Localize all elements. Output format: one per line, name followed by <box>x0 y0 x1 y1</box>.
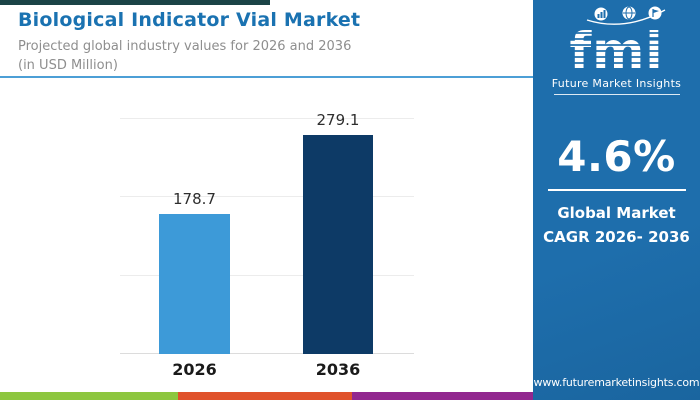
logo-tagline: Future Market Insights <box>551 76 682 90</box>
gridline-100 <box>120 274 414 276</box>
logo-underline <box>553 93 680 95</box>
globe-icon <box>622 6 636 20</box>
stripe-orange-segment <box>178 392 352 400</box>
header-divider <box>0 76 533 78</box>
footer-accent-stripe <box>0 392 533 400</box>
cagr-label-line-2: CAGR 2026- 2036 <box>543 228 690 246</box>
top-accent-bar <box>0 0 270 5</box>
cagr-divider <box>547 189 686 191</box>
logo-wordmark: fmi <box>533 26 700 75</box>
baseline-gridline <box>120 353 414 354</box>
page-subtitle: Projected global industry values for 202… <box>18 38 351 76</box>
logo-orbit-icons <box>586 6 666 25</box>
bar-2026 <box>159 214 230 354</box>
bar-2036 <box>303 135 373 354</box>
page-title: Biological Indicator Vial Market <box>18 9 361 31</box>
bar-chart: 178.7 2026 279.1 2036 <box>120 111 414 379</box>
stripe-purple-segment <box>352 392 533 400</box>
sidebar: fmi Future Market Insights 4.6% Global M… <box>533 0 700 400</box>
axis-label-2026: 2026 <box>172 360 217 379</box>
subtitle-line-2: (in USD Million) <box>18 57 118 73</box>
cagr-block: 4.6% Global Market CAGR 2026- 2036 <box>533 132 700 249</box>
axis-label-2036: 2036 <box>315 360 361 379</box>
chart-icon <box>594 7 608 21</box>
cagr-value: 4.6% <box>557 132 676 181</box>
stripe-green-segment <box>0 392 178 400</box>
cagr-label-line-1: Global Market <box>557 204 676 222</box>
website-url: www.futuremarketinsights.com <box>533 376 700 389</box>
value-label-2026: 178.7 <box>173 190 216 209</box>
gridline-200 <box>120 196 414 198</box>
gridline-300 <box>120 118 414 119</box>
value-label-2036: 279.1 <box>316 111 360 130</box>
subtitle-line-1: Projected global industry values for 202… <box>18 39 352 54</box>
fmi-logo: fmi Future Market Insights <box>533 6 700 95</box>
logo-icons <box>585 6 671 28</box>
flag-icon <box>648 6 662 20</box>
cagr-label: Global Market CAGR 2026- 2036 <box>533 201 700 249</box>
